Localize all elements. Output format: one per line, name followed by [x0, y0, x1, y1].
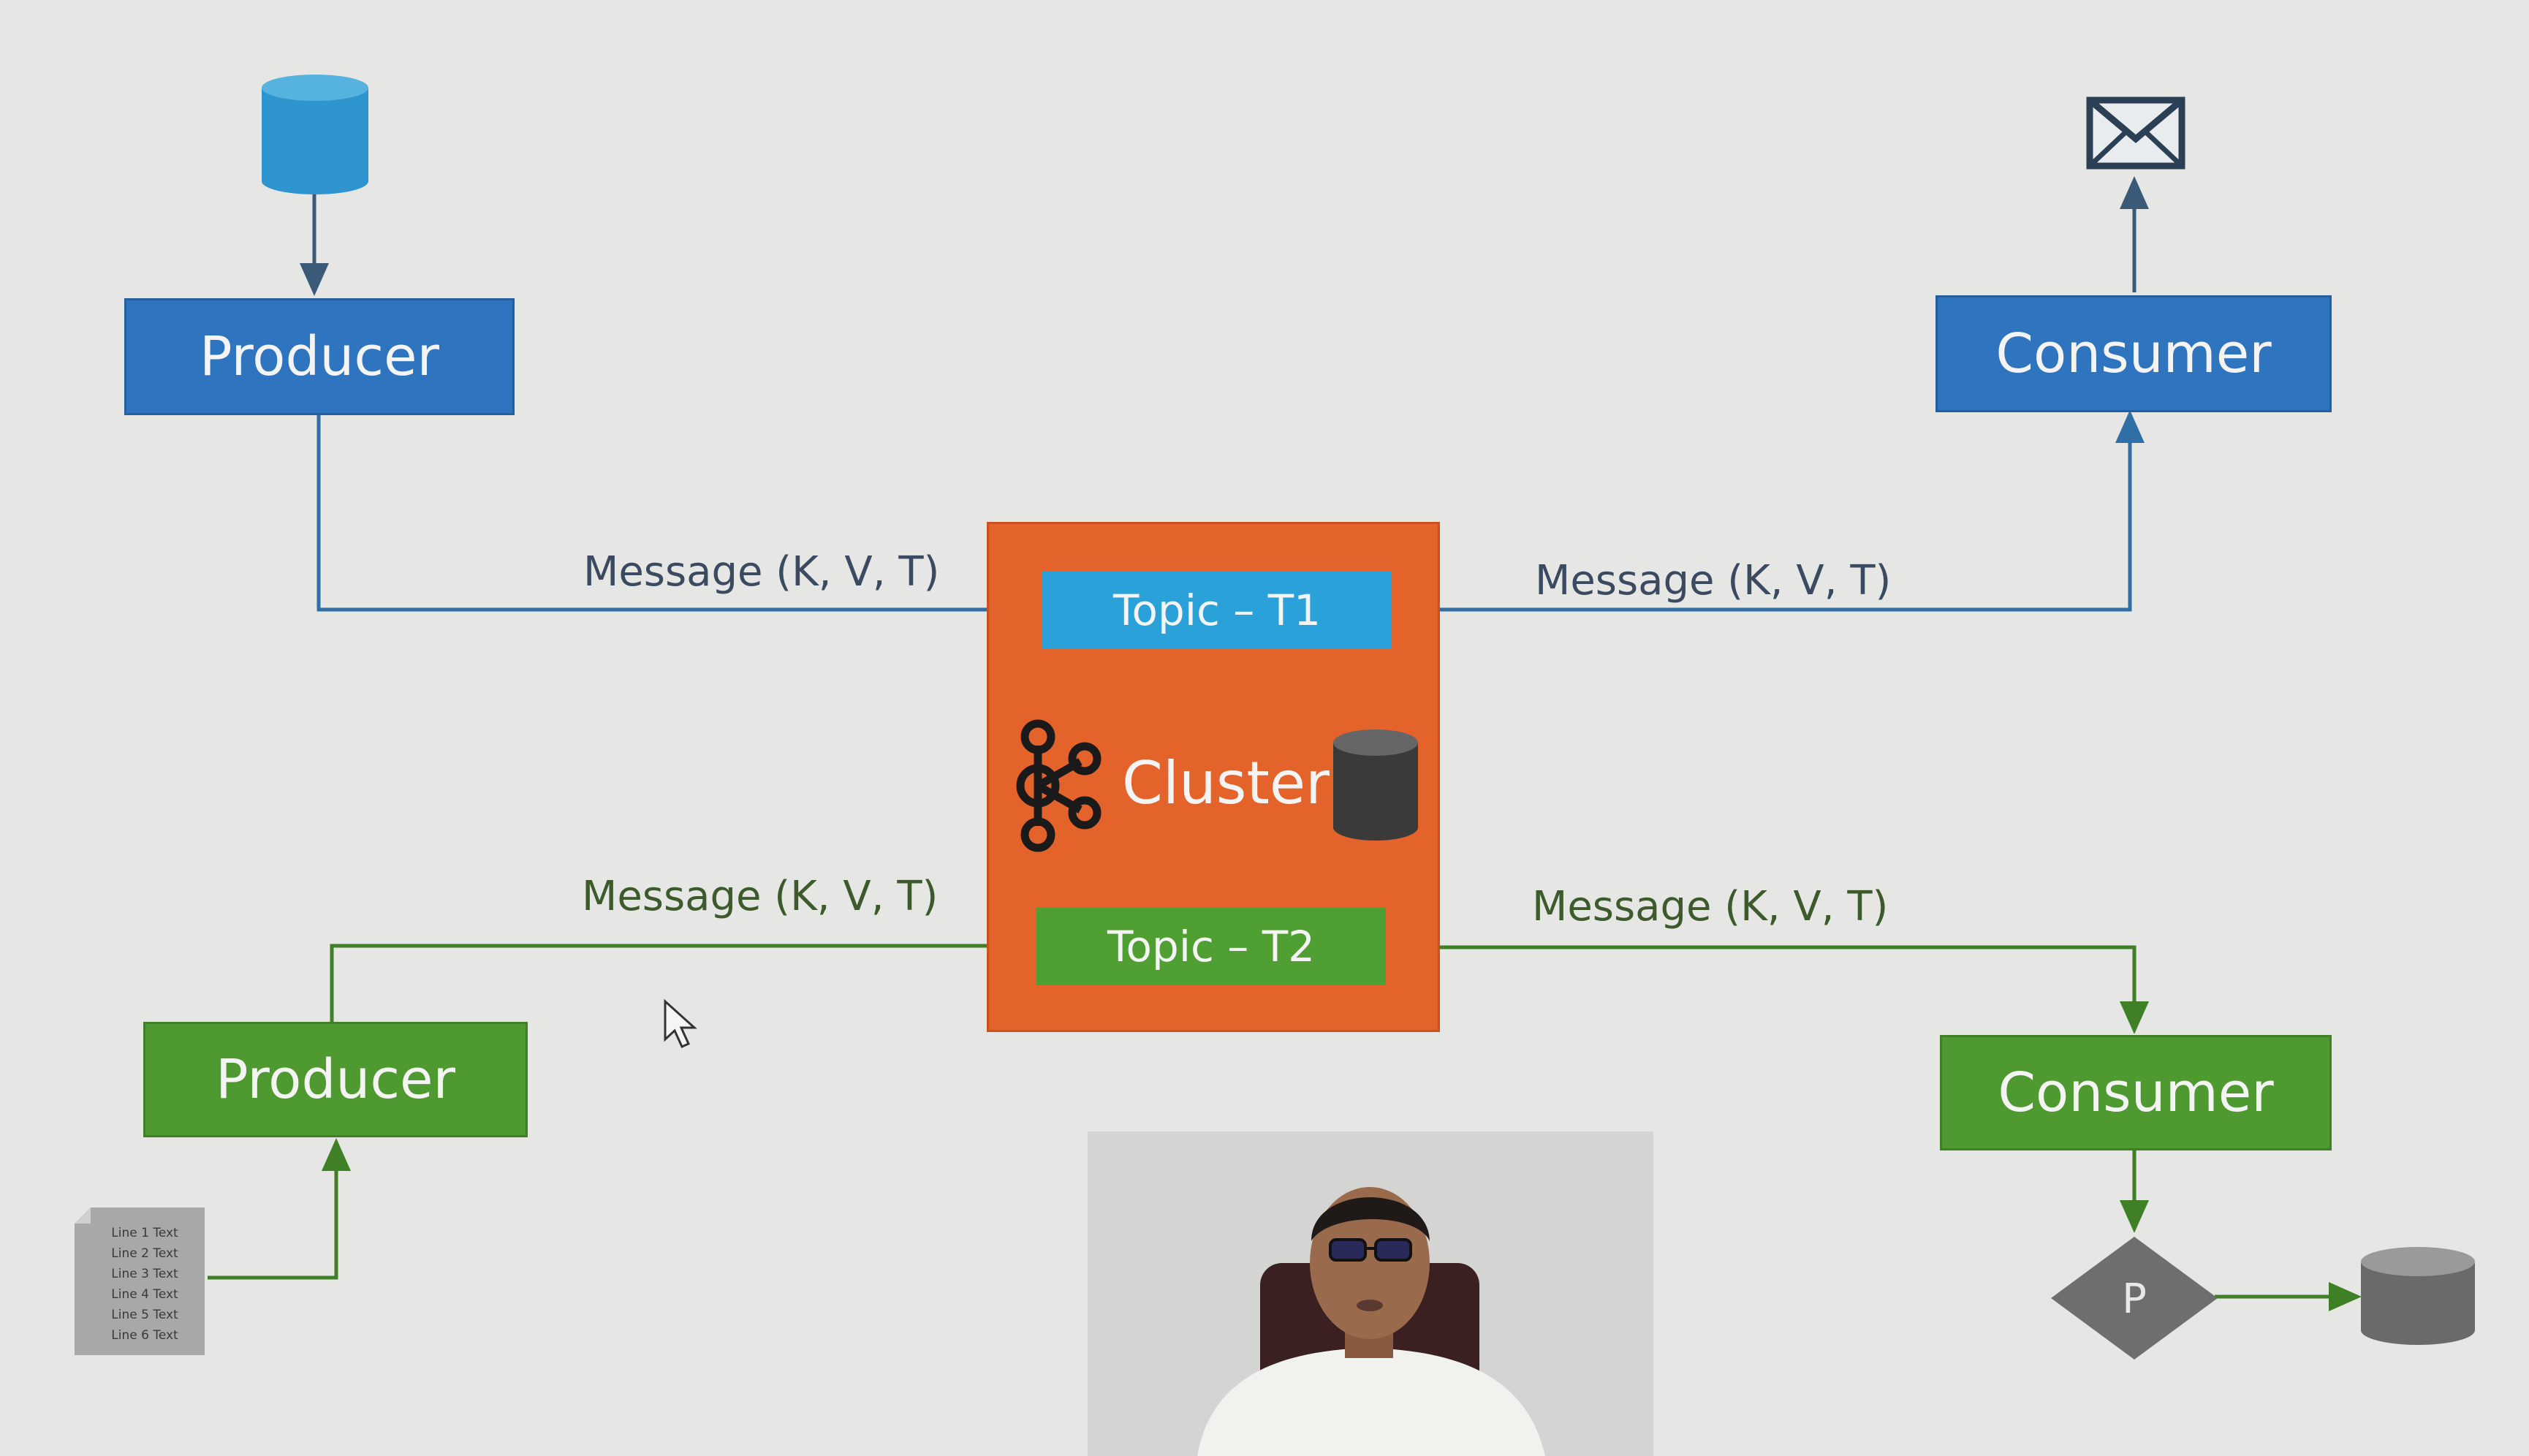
topic-t1-label: Topic – T1: [1113, 585, 1321, 635]
file-line-1: Line 1 Text: [111, 1226, 178, 1240]
diamond-icon: P: [2048, 1234, 2221, 1362]
database-icon: [260, 73, 370, 197]
consumer-top-box: Consumer: [1935, 295, 2332, 412]
producer-top-box: Producer: [124, 298, 515, 415]
topic-t2-box: Topic – T2: [1036, 908, 1386, 985]
producer-bottom-box: Producer: [143, 1022, 528, 1137]
cluster-label: Cluster: [1122, 749, 1330, 817]
mouse-cursor-icon: [662, 998, 699, 1050]
message-label-in-t1: Message (K, V, T): [583, 548, 939, 596]
presenter-video: [1088, 1131, 1653, 1456]
processor-label: P: [2122, 1275, 2147, 1323]
presenter-image: [1088, 1131, 1653, 1456]
cluster-storage-icon: [1332, 728, 1419, 842]
file-line-4: Line 4 Text: [111, 1287, 178, 1302]
file-line-6: Line 6 Text: [111, 1328, 178, 1343]
message-label-out-t1: Message (K, V, T): [1535, 557, 1891, 604]
file-line-2: Line 2 Text: [111, 1246, 178, 1261]
message-label-in-t2: Message (K, V, T): [582, 873, 938, 920]
consumer-bottom-label: Consumer: [1998, 1061, 2273, 1124]
file-line-5: Line 5 Text: [111, 1308, 178, 1322]
envelope-icon: [2086, 96, 2185, 170]
consumer-bottom-box: Consumer: [1940, 1035, 2332, 1150]
arrow-file-to-producer: [208, 1142, 336, 1278]
kafka-logo-icon: [1009, 716, 1104, 855]
arrow-topic-t2-to-consumer: [1386, 947, 2134, 1031]
file-line-3: Line 3 Text: [111, 1267, 178, 1281]
producer-top-label: Producer: [200, 325, 439, 388]
message-label-out-t2: Message (K, V, T): [1532, 883, 1888, 930]
topic-t2-label: Topic – T2: [1107, 922, 1315, 971]
text-file-icon: Line 1 Text Line 2 Text Line 3 Text Line…: [72, 1205, 208, 1358]
topic-t1-box: Topic – T1: [1042, 572, 1392, 649]
sink-database-icon: [2359, 1245, 2476, 1348]
producer-bottom-label: Producer: [216, 1048, 455, 1111]
consumer-top-label: Consumer: [1995, 322, 2271, 385]
